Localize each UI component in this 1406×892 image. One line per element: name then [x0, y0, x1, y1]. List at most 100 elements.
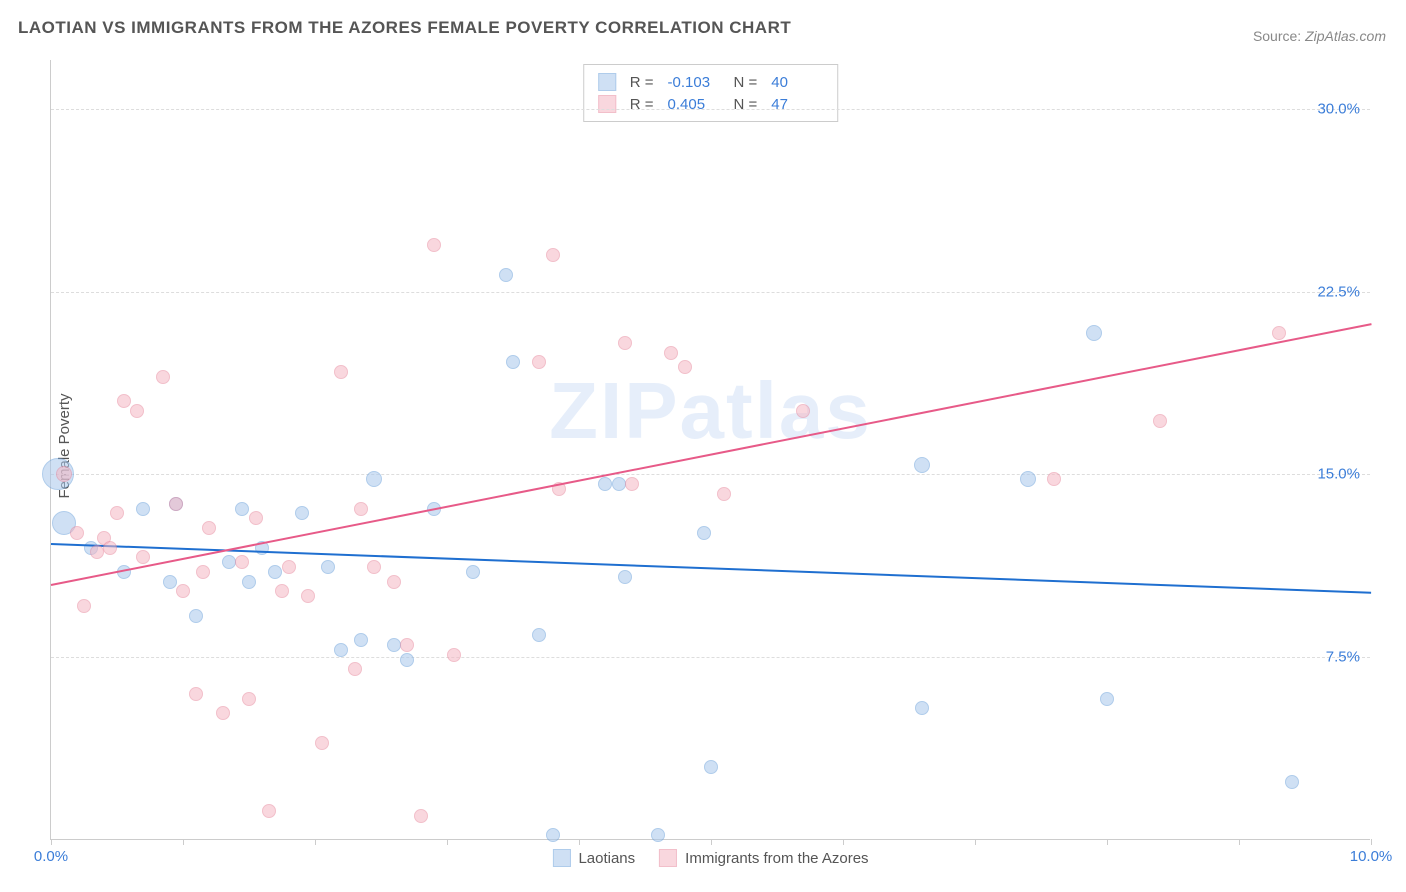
data-point	[268, 565, 282, 579]
data-point	[354, 502, 368, 516]
data-point	[334, 643, 348, 657]
data-point	[110, 506, 124, 520]
data-point	[532, 355, 546, 369]
data-point	[275, 584, 289, 598]
data-point	[189, 687, 203, 701]
x-tick-mark	[447, 839, 448, 845]
data-point	[546, 828, 560, 842]
data-point	[447, 648, 461, 662]
correlation-legend: R = -0.103 N = 40 R =0.405N =47	[583, 64, 839, 122]
x-tick-mark	[51, 839, 52, 845]
data-point	[136, 550, 150, 564]
data-point	[618, 570, 632, 584]
data-point	[301, 589, 315, 603]
data-point	[1272, 326, 1286, 340]
n-label: N =	[734, 74, 758, 91]
chart-plot-area: ZIPatlas R =-0.103N =40R =0.405N =47 Lao…	[50, 60, 1370, 840]
data-point	[176, 584, 190, 598]
data-point	[625, 477, 639, 491]
data-point	[367, 560, 381, 574]
data-point	[697, 526, 711, 540]
legend-swatch	[598, 73, 616, 91]
x-tick-mark	[843, 839, 844, 845]
data-point	[315, 736, 329, 750]
gridline	[51, 657, 1370, 658]
data-point	[56, 466, 72, 482]
x-tick-mark	[711, 839, 712, 845]
source-value: ZipAtlas.com	[1305, 28, 1386, 44]
data-point	[678, 360, 692, 374]
data-point	[914, 457, 930, 473]
data-point	[262, 804, 276, 818]
data-point	[717, 487, 731, 501]
data-point	[334, 365, 348, 379]
data-point	[414, 809, 428, 823]
data-point	[796, 404, 810, 418]
data-point	[499, 268, 513, 282]
data-point	[612, 477, 626, 491]
data-point	[130, 404, 144, 418]
data-point	[400, 638, 414, 652]
data-point	[506, 355, 520, 369]
y-tick-label: 30.0%	[1317, 100, 1360, 117]
x-tick-mark	[1371, 839, 1372, 845]
data-point	[366, 471, 382, 487]
data-point	[196, 565, 210, 579]
data-point	[1100, 692, 1114, 706]
x-tick-mark	[1239, 839, 1240, 845]
data-point	[704, 760, 718, 774]
data-point	[202, 521, 216, 535]
n-value: 47	[771, 96, 823, 113]
data-point	[156, 370, 170, 384]
data-point	[1153, 414, 1167, 428]
x-tick-mark	[183, 839, 184, 845]
data-point	[1285, 775, 1299, 789]
data-point	[1020, 471, 1036, 487]
data-point	[651, 828, 665, 842]
data-point	[103, 541, 117, 555]
data-point	[282, 560, 296, 574]
data-point	[400, 653, 414, 667]
legend-row: R = -0.103 N = 40	[598, 71, 824, 93]
watermark-text: ZIPatlas	[549, 365, 872, 457]
legend-series-name: Laotians	[578, 850, 635, 867]
data-point	[189, 609, 203, 623]
x-tick-mark	[315, 839, 316, 845]
legend-row: R =0.405N =47	[598, 93, 824, 115]
data-point	[427, 238, 441, 252]
legend-series-name: Immigrants from the Azores	[685, 850, 868, 867]
source-label: Source:	[1253, 28, 1301, 44]
data-point	[90, 545, 104, 559]
gridline	[51, 292, 1370, 293]
data-point	[664, 346, 678, 360]
data-point	[242, 692, 256, 706]
n-value: 40	[771, 74, 823, 91]
series-legend: Laotians Immigrants from the Azores	[552, 849, 868, 867]
data-point	[915, 701, 929, 715]
data-point	[1047, 472, 1061, 486]
data-point	[354, 633, 368, 647]
x-tick-mark	[975, 839, 976, 845]
x-tick-mark	[1107, 839, 1108, 845]
source-attribution: Source: ZipAtlas.com	[1253, 28, 1386, 44]
data-point	[295, 506, 309, 520]
y-tick-label: 15.0%	[1317, 466, 1360, 483]
data-point	[242, 575, 256, 589]
trend-line	[51, 323, 1371, 586]
r-label: R =	[630, 74, 654, 91]
data-point	[546, 248, 560, 262]
legend-item: Immigrants from the Azores	[659, 849, 868, 867]
data-point	[77, 599, 91, 613]
data-point	[466, 565, 480, 579]
legend-swatch	[598, 95, 616, 113]
data-point	[136, 502, 150, 516]
data-point	[216, 706, 230, 720]
chart-title: LAOTIAN VS IMMIGRANTS FROM THE AZORES FE…	[18, 18, 791, 38]
x-tick-label: 0.0%	[34, 848, 68, 865]
data-point	[618, 336, 632, 350]
r-value: -0.103	[668, 74, 720, 91]
data-point	[169, 497, 183, 511]
x-tick-label: 10.0%	[1350, 848, 1393, 865]
data-point	[1086, 325, 1102, 341]
data-point	[222, 555, 236, 569]
